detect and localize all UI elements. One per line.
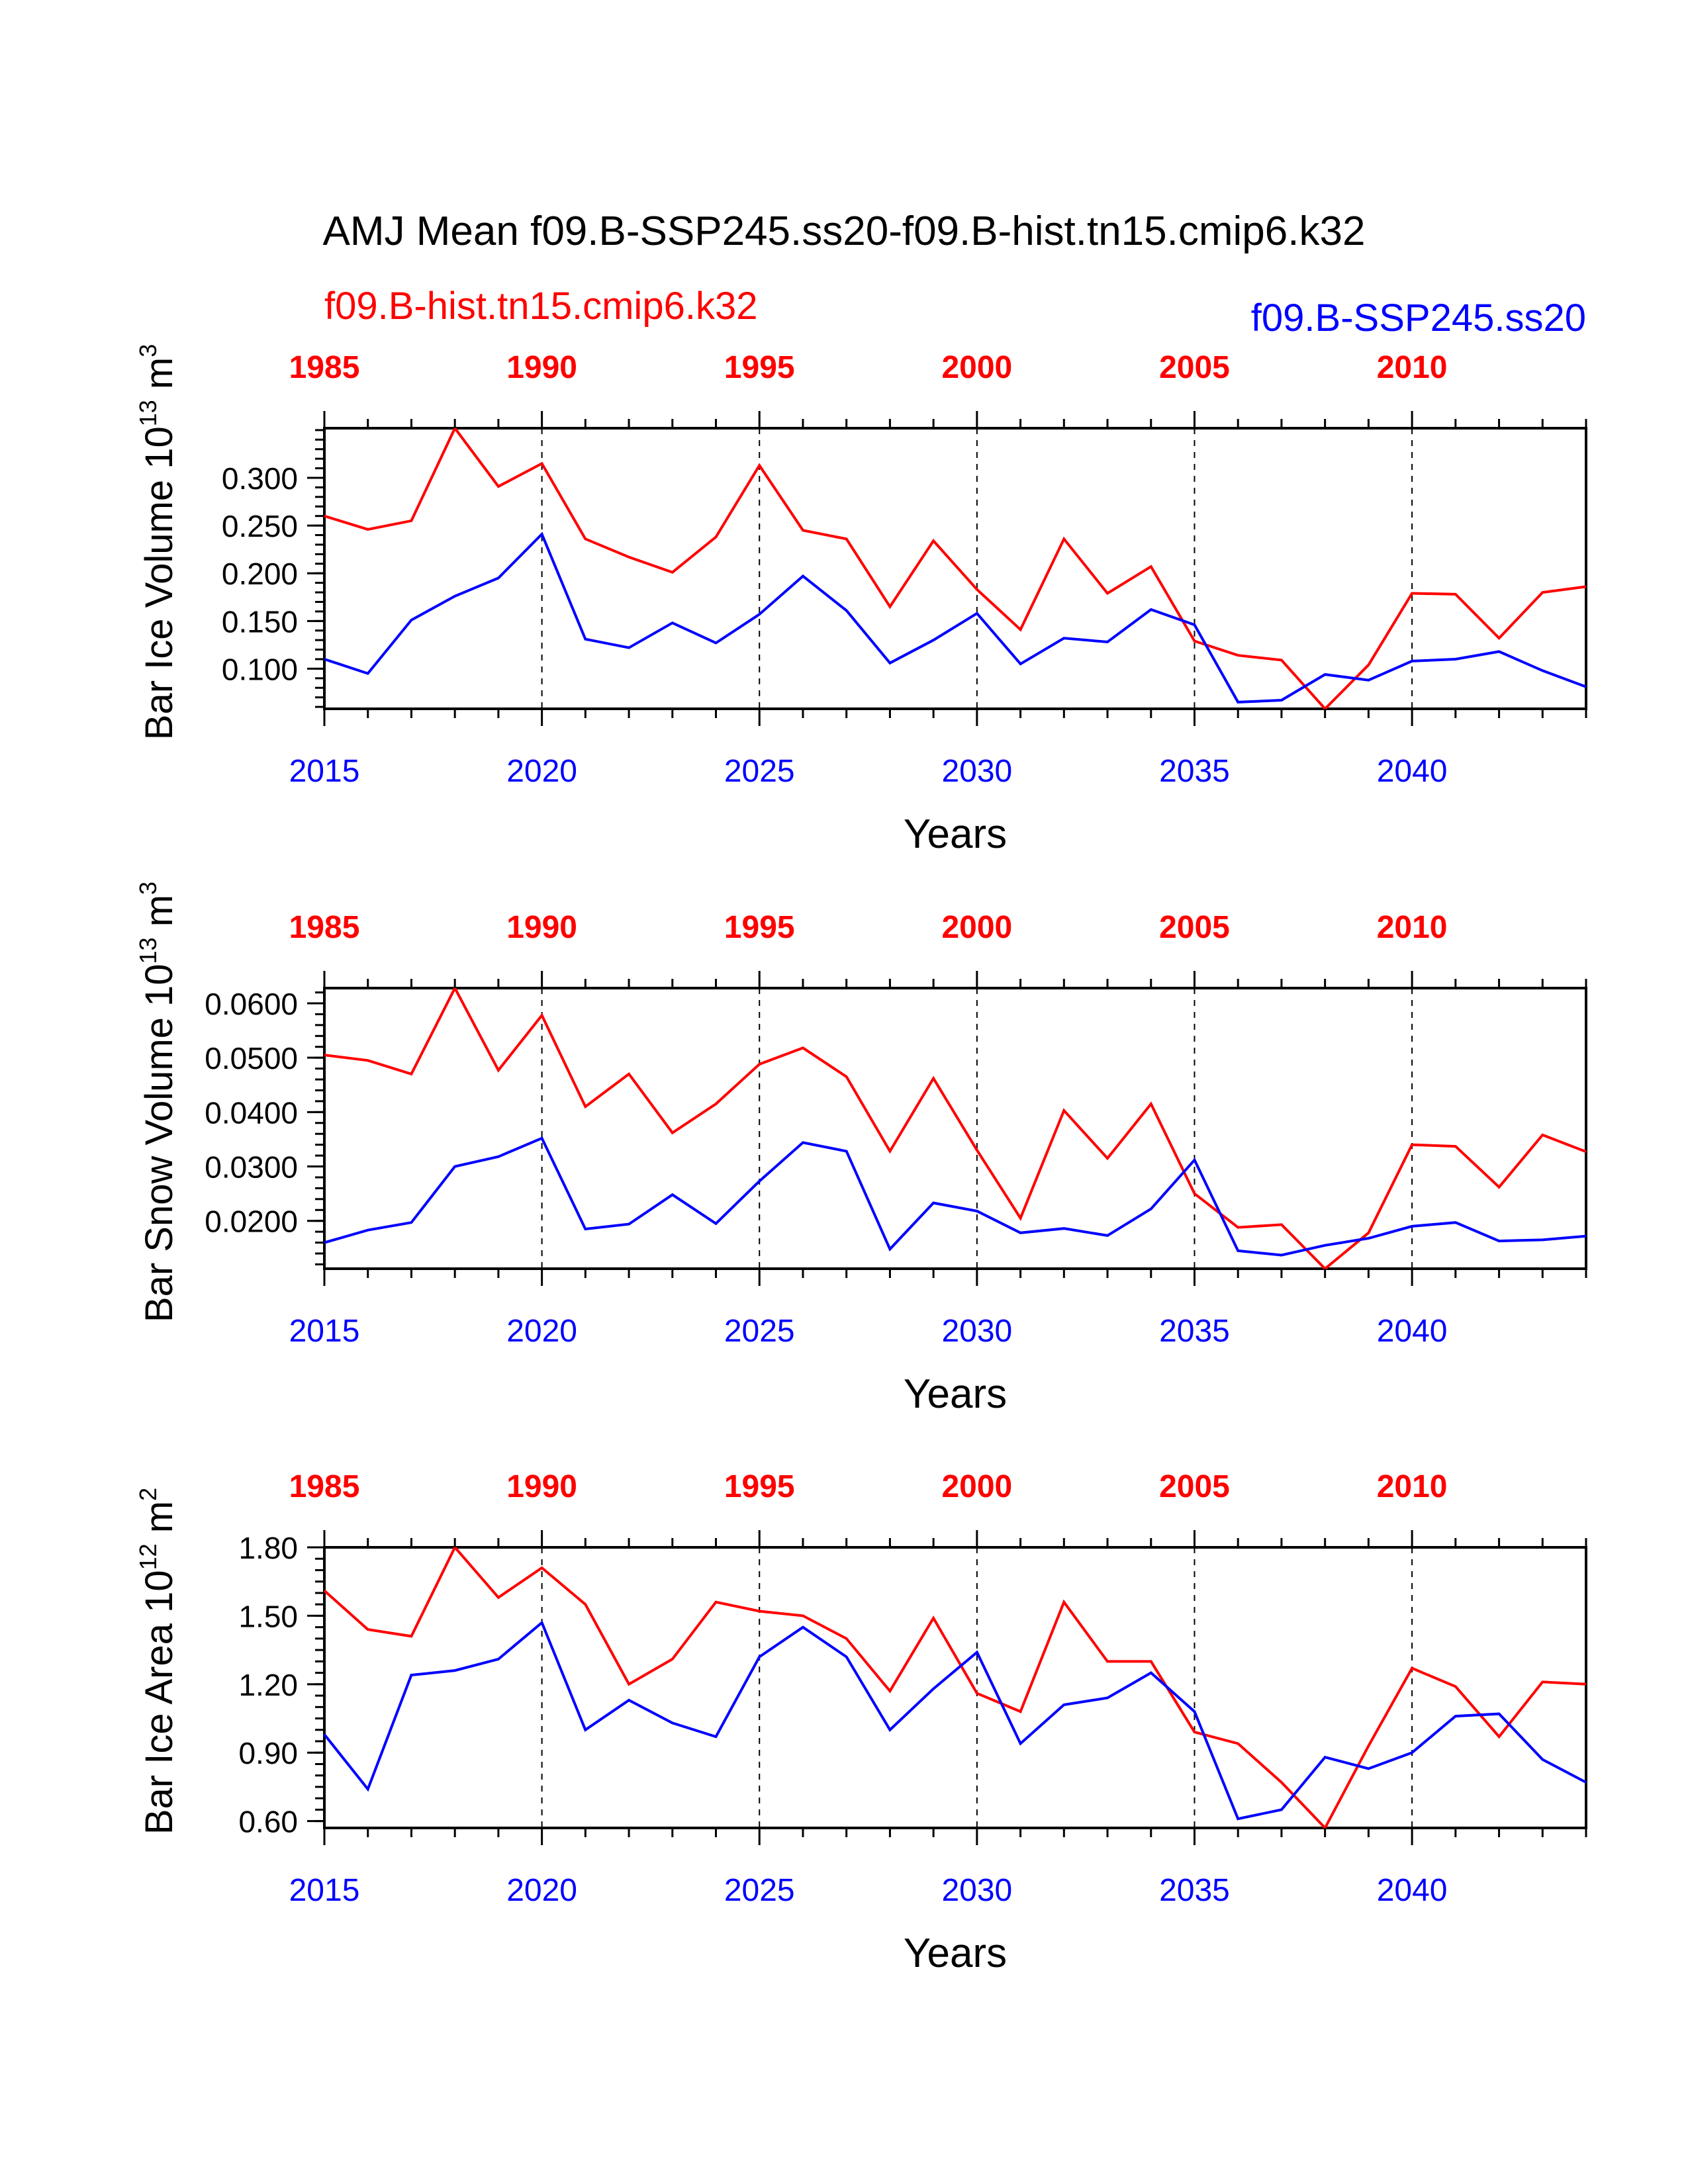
x-tick-label-top: 1985	[289, 350, 360, 385]
x-tick-label-bottom: 2015	[289, 1873, 360, 1908]
x-tick-label-bottom: 2015	[289, 1314, 360, 1349]
y-tick-label: 1.80	[238, 1531, 298, 1565]
chart-panel-2: 2015 2020 2025 2030 2035 2040 1985 1990 1995 2000…	[134, 882, 1587, 1417]
y-tick-label: 1.50	[238, 1599, 298, 1633]
y-tick-label: 0.0500	[205, 1041, 298, 1075]
x-tick-label-top: 2010	[1377, 1469, 1448, 1504]
x-axis-title: Years	[904, 1371, 1007, 1417]
plot-frame	[323, 427, 1587, 710]
x-tick-label-top: 1990	[506, 910, 577, 945]
x-tick-label-top: 1995	[724, 910, 795, 945]
legend-ssp-label: f09.B-SSP245.ss20	[1251, 296, 1586, 340]
y-tick-label: 0.250	[222, 509, 298, 543]
series-line-hist	[324, 426, 1587, 711]
y-tick-label: 0.0200	[205, 1205, 298, 1239]
y-tick-label: 0.0600	[205, 987, 298, 1021]
x-tick-label-top: 1990	[506, 1469, 577, 1504]
x-tick-label-bottom: 2035	[1159, 1314, 1230, 1349]
y-tick-label: 0.300	[222, 461, 298, 496]
y-axis-title: Bar Ice Area 1012 m2	[134, 1488, 181, 1835]
y-tick-label: 1.20	[238, 1668, 298, 1702]
x-tick-label-bottom: 2030	[941, 1873, 1012, 1908]
x-tick-label-top: 2000	[941, 910, 1012, 945]
x-tick-label-top: 1995	[724, 1469, 795, 1504]
x-axis-title: Years	[904, 811, 1007, 857]
x-tick-label-bottom: 2040	[1377, 754, 1448, 789]
x-tick-label-top: 2005	[1159, 1469, 1230, 1504]
x-tick-label-top: 1985	[289, 1469, 360, 1504]
y-tick-label: 0.100	[222, 652, 298, 686]
x-tick-label-top: 2005	[1159, 350, 1230, 385]
y-tick-label: 0.90	[238, 1736, 298, 1770]
x-tick-label-bottom: 2035	[1159, 1873, 1230, 1908]
x-tick-label-top: 1995	[724, 350, 795, 385]
x-tick-label-bottom: 2015	[289, 754, 360, 789]
x-tick-label-bottom: 2020	[506, 754, 577, 789]
x-tick-label-bottom: 2025	[724, 1314, 795, 1349]
x-tick-label-top: 2010	[1377, 910, 1448, 945]
y-tick-label: 0.0300	[205, 1150, 298, 1185]
x-axis-title: Years	[904, 1931, 1007, 1976]
series-line-hist	[323, 1545, 1587, 1831]
x-tick-label-top: 1985	[289, 910, 360, 945]
figure-title: AMJ Mean f09.B-SSP245.ss20-f09.B-hist.tn…	[323, 208, 1366, 254]
series-line-ssp	[324, 531, 1587, 704]
x-tick-label-bottom: 2035	[1159, 754, 1230, 789]
y-tick-label: 0.0400	[205, 1095, 298, 1130]
x-tick-label-bottom: 2040	[1377, 1873, 1448, 1908]
x-tick-label-top: 2010	[1377, 350, 1448, 385]
plot-frame	[323, 987, 1587, 1270]
chart-panel-3: 2015 2020 2025 2030 2035 2040 1985 1990 1995 2000…	[134, 1469, 1587, 1976]
panels-group: 2015 2020 2025 2030 2035 2040 1985 1990 1995 2000…	[134, 344, 1587, 1976]
x-tick-label-bottom: 2030	[941, 1314, 1012, 1349]
legend-hist-label: f09.B-hist.tn15.cmip6.k32	[324, 285, 757, 328]
x-tick-label-bottom: 2040	[1377, 1314, 1448, 1349]
x-tick-label-top: 2000	[941, 1469, 1012, 1504]
x-tick-label-bottom: 2020	[506, 1314, 577, 1349]
x-tick-label-top: 2000	[941, 350, 1012, 385]
x-tick-label-bottom: 2025	[724, 754, 795, 789]
y-axis-title: Bar Ice Volume 1013 m3	[134, 344, 181, 740]
x-tick-label-top: 1990	[506, 350, 577, 385]
x-tick-label-bottom: 2030	[941, 754, 1012, 789]
series-line-ssp	[324, 1136, 1587, 1257]
y-axis-title: Bar Snow Volume 1013 m3	[134, 882, 181, 1322]
plot-frame	[323, 1546, 1587, 1829]
chart-panel-1: 2015 2020 2025 2030 2035 2040 1985 1990 1995 2000…	[134, 344, 1587, 857]
series-line-ssp	[323, 1620, 1587, 1821]
y-tick-label: 0.200	[222, 557, 298, 591]
series-line-hist	[324, 985, 1587, 1271]
x-tick-label-top: 2005	[1159, 910, 1230, 945]
x-tick-label-bottom: 2020	[506, 1873, 577, 1908]
y-tick-label: 0.60	[238, 1805, 298, 1839]
y-tick-label: 0.150	[222, 604, 298, 639]
x-tick-label-bottom: 2025	[724, 1873, 795, 1908]
